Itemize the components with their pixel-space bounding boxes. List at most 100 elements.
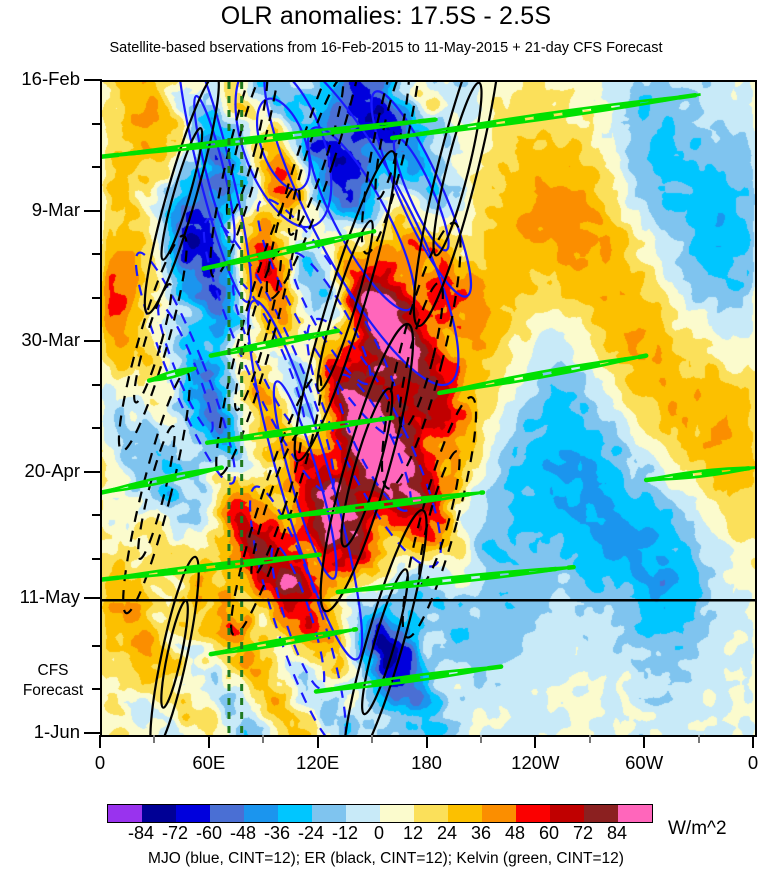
- y-tick-major: [84, 470, 102, 473]
- kelvin-streak-core: [102, 117, 440, 159]
- y-tick-minor: [92, 122, 102, 125]
- contour-ellipse: [176, 82, 253, 303]
- kelvin-streak-core: [146, 365, 199, 383]
- contour-ellipse: [380, 221, 462, 490]
- contour-ellipse: [149, 555, 200, 735]
- colorbar-units: W/m^2: [668, 818, 727, 839]
- y-tick-minor: [92, 644, 102, 647]
- kelvin-streak-core: [643, 465, 755, 483]
- colorbar-tick-label: 0: [373, 823, 384, 843]
- colorbar-swatch: [108, 805, 142, 822]
- x-tick-minor: [262, 735, 265, 743]
- contour-ellipse: [293, 150, 397, 462]
- contour-legend-caption: MJO (blue, CINT=12); ER (black, CINT=12)…: [148, 850, 624, 867]
- kelvin-streak-core: [208, 627, 359, 657]
- contour-ellipse: [225, 82, 269, 219]
- kelvin-streak-core: [313, 664, 504, 694]
- contour-ellipse: [160, 127, 204, 261]
- contour-ellipse: [374, 82, 411, 200]
- x-tick-major: [643, 735, 646, 748]
- y-tick-minor: [92, 514, 102, 517]
- colorbar-swatch: [210, 805, 244, 822]
- page-title: OLR anomalies: 17.5S - 2.5S: [220, 2, 552, 30]
- kelvin-streak-core: [277, 490, 486, 520]
- kelvin-streak-core: [102, 552, 322, 582]
- wave-contour-overlay: [102, 82, 755, 735]
- y-tick-major: [84, 340, 102, 343]
- kelvin-streak-core: [201, 229, 377, 271]
- kelvin-streak: [391, 93, 701, 140]
- colorbar-swatch: [584, 805, 618, 822]
- contour-group-er: [117, 82, 503, 735]
- y-axis-label: 9-Mar: [31, 198, 80, 220]
- colorbar-tick-label: -84: [127, 823, 154, 843]
- y-tick-major: [84, 79, 102, 81]
- contour-ellipse: [117, 234, 188, 452]
- contour-ellipse: [248, 485, 347, 735]
- contour-ellipse: [361, 568, 409, 716]
- contour-ellipse: [306, 126, 416, 312]
- contour-ellipse: [412, 82, 503, 328]
- colorbar-tick-label: -60: [195, 823, 222, 843]
- y-axis-label: 1-Jun: [33, 721, 80, 742]
- y-tick-minor: [92, 166, 102, 169]
- contour-ellipse: [233, 250, 283, 412]
- colorbar-tick-label: -12: [331, 823, 358, 843]
- y-tick-minor: [92, 296, 102, 299]
- y-tick-minor: [92, 557, 102, 560]
- contour-ellipse: [319, 322, 415, 613]
- colorbar-tick-label: 12: [402, 823, 424, 843]
- contour-ellipse: [418, 450, 461, 585]
- y-axis-label: 20-Apr: [24, 459, 80, 481]
- cfs-forecast-note-line2: Forecast: [22, 682, 84, 699]
- x-axis-label: 60E: [192, 752, 226, 773]
- x-tick-minor: [153, 735, 156, 743]
- colorbar-swatch: [176, 805, 210, 822]
- kelvin-streak-core: [335, 564, 576, 595]
- colorbar-tick-label: 84: [606, 823, 628, 843]
- colorbar-swatch: [482, 805, 516, 822]
- contour-ellipse: [122, 370, 191, 615]
- contour-ellipse: [193, 94, 236, 244]
- contour-ellipse: [133, 282, 173, 404]
- x-axis-label: 60W: [625, 752, 664, 773]
- x-tick-major: [207, 735, 210, 748]
- x-axis-label: 120E: [296, 752, 340, 773]
- kelvin-streak-core: [204, 415, 395, 445]
- contour-ellipse: [137, 424, 176, 560]
- y-tick-minor: [92, 427, 102, 430]
- x-tick-minor: [697, 735, 700, 743]
- page-subtitle: Satellite-based bservations from 16-Feb-…: [109, 40, 663, 56]
- colorbar-tick-label: 24: [436, 823, 458, 843]
- contour-ellipse: [316, 219, 374, 393]
- x-tick-major: [534, 735, 537, 748]
- y-axis-label: 30-Mar: [21, 329, 80, 351]
- x-axis-label: 120W: [511, 752, 560, 773]
- contour-ellipse: [202, 217, 335, 494]
- kelvin-streak-core: [102, 465, 224, 495]
- x-axis-label: 0: [747, 752, 759, 773]
- kelvin-streak-core: [208, 328, 341, 358]
- hovmoller-plot[interactable]: [100, 80, 757, 737]
- kelvin-streak: [102, 118, 438, 158]
- colorbar[interactable]: [107, 804, 653, 823]
- y-axis-label: 11-May: [19, 586, 80, 608]
- colorbar-swatch: [414, 805, 448, 822]
- y-tick-minor: [92, 383, 102, 386]
- contour-ellipse: [247, 299, 364, 661]
- x-axis-label: 0: [94, 752, 106, 773]
- colorbar-tick-label: 72: [572, 823, 594, 843]
- x-tick-minor: [371, 735, 374, 743]
- contour-group-kelvin: [102, 92, 755, 694]
- y-tick-major: [84, 209, 102, 212]
- kelvin-streak: [645, 466, 755, 482]
- contour-ellipse: [398, 281, 444, 430]
- x-tick-minor: [588, 735, 591, 743]
- kelvin-streak-core: [389, 92, 703, 141]
- colorbar-tick-label: 48: [504, 823, 526, 843]
- cfs-forecast-note-line1: CFS: [37, 662, 69, 679]
- contour-ellipse: [370, 90, 473, 298]
- colorbar-swatch: [244, 805, 278, 822]
- colorbar-swatch: [618, 805, 652, 822]
- colorbar-swatch: [312, 805, 346, 822]
